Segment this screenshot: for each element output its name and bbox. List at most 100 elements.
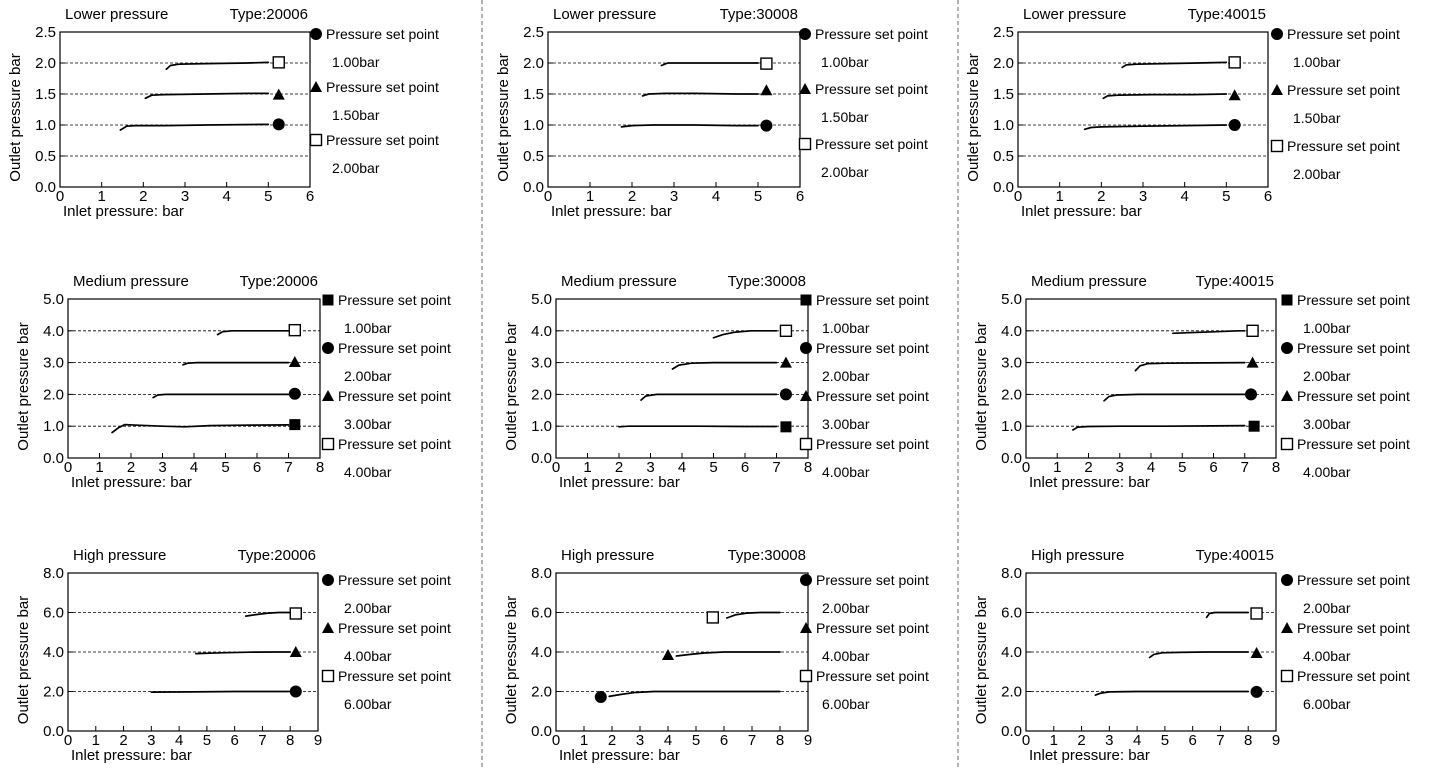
legend-setpoint: 1.50bar bbox=[821, 109, 869, 125]
y-tick-label: 6.0 bbox=[43, 605, 64, 622]
chart-title: High pressure bbox=[1031, 547, 1124, 564]
y-tick-label: 1.5 bbox=[993, 86, 1014, 103]
y-tick-label: 3.0 bbox=[531, 355, 552, 372]
legend: Pressure set point 1.00bar Pressure set po… bbox=[321, 292, 451, 480]
y-tick-label: 4.0 bbox=[43, 644, 64, 661]
series-marker bbox=[662, 648, 674, 660]
legend-setpoint: 1.00bar bbox=[344, 320, 392, 336]
y-axis-label: Outlet pressure bar bbox=[503, 596, 520, 724]
x-tick-label: 0 bbox=[552, 732, 560, 749]
series-line bbox=[152, 393, 290, 399]
legend-setpoint: 4.00bar bbox=[1303, 464, 1351, 480]
legend-label: Pressure set point bbox=[326, 132, 439, 148]
y-axis-label: Outlet pressure bar bbox=[495, 53, 512, 181]
y-tick-label: 2.5 bbox=[993, 24, 1014, 41]
x-tick-label: 5 bbox=[264, 188, 272, 205]
legend-marker bbox=[799, 83, 811, 94]
y-tick-label: 0.0 bbox=[1001, 450, 1022, 467]
legend-setpoint: 2.00bar bbox=[344, 368, 392, 384]
legend-marker bbox=[322, 294, 334, 306]
y-tick-label: 1.0 bbox=[531, 418, 552, 435]
x-tick-label: 2 bbox=[139, 188, 147, 205]
legend-marker bbox=[1280, 669, 1294, 683]
x-tick-label: 7 bbox=[1241, 459, 1249, 476]
series-marker bbox=[1248, 420, 1260, 432]
x-tick-label: 0 bbox=[1022, 459, 1030, 476]
legend: Pressure set point 1.00bar Pressure set po… bbox=[798, 26, 928, 180]
y-tick-label: 0.0 bbox=[993, 179, 1014, 196]
y-tick-label: 5.0 bbox=[1001, 291, 1022, 308]
x-axis-label: Inlet pressure: bar bbox=[551, 203, 672, 220]
y-tick-label: 2.0 bbox=[993, 55, 1014, 72]
legend-label: Pressure set point bbox=[1297, 292, 1410, 308]
x-tick-label: 9 bbox=[804, 732, 812, 749]
y-tick-label: 2.0 bbox=[1001, 684, 1022, 701]
x-tick-label: 1 bbox=[95, 459, 103, 476]
y-tick-label: 8.0 bbox=[1001, 565, 1022, 582]
legend-label: Pressure set point bbox=[326, 79, 439, 95]
y-tick-label: 3.0 bbox=[43, 355, 64, 372]
x-axis-label: Inlet pressure: bar bbox=[1021, 203, 1142, 220]
legend-marker bbox=[1280, 437, 1294, 451]
series-line bbox=[1148, 651, 1250, 659]
x-tick-label: 6 bbox=[741, 459, 749, 476]
chart-subtitle: Type:20006 bbox=[238, 547, 316, 564]
chart-title: Lower pressure bbox=[65, 6, 168, 23]
legend-label: Pressure set point bbox=[816, 388, 929, 404]
y-tick-label: 0.0 bbox=[35, 179, 56, 196]
legend-marker bbox=[1281, 622, 1293, 633]
series-line bbox=[216, 329, 290, 336]
chart-title: Lower pressure bbox=[1023, 6, 1126, 23]
legend-marker bbox=[799, 669, 813, 683]
series-marker bbox=[289, 646, 302, 657]
series-line bbox=[1094, 690, 1250, 696]
series-marker bbox=[289, 419, 301, 431]
x-tick-label: 6 bbox=[230, 732, 238, 749]
legend-marker bbox=[321, 437, 335, 451]
legend-label: Pressure set point bbox=[815, 81, 928, 97]
column-dividers bbox=[481, 0, 959, 770]
series-marker bbox=[1245, 388, 1257, 401]
y-tick-label: 5.0 bbox=[531, 291, 552, 308]
chart-panel: Lower pressure Type:40015 0.0 0.5 1.0 1.5 2.0 2… bbox=[965, 6, 1400, 220]
series-marker bbox=[272, 88, 285, 100]
x-tick-label: 5 bbox=[1178, 459, 1186, 476]
plot-frame bbox=[555, 298, 809, 459]
y-tick-label: 1.0 bbox=[523, 117, 544, 134]
x-tick-label: 0 bbox=[552, 459, 560, 476]
chart-subtitle: Type:30008 bbox=[728, 547, 806, 564]
y-tick-label: 2.0 bbox=[531, 684, 552, 701]
x-axis-label: Inlet pressure: bar bbox=[559, 747, 680, 764]
chart-panel: High pressure Type:20006 0.0 2.0 4.0 6.0 8.0 0 1… bbox=[15, 547, 451, 764]
y-axis-label: Outlet pressure bar bbox=[7, 53, 24, 181]
x-tick-label: 5 bbox=[203, 732, 211, 749]
legend: Pressure set point 2.00bar Pressure set po… bbox=[1280, 572, 1410, 712]
x-tick-label: 2 bbox=[615, 459, 623, 476]
y-tick-label: 4.0 bbox=[43, 323, 64, 340]
legend-setpoint: 4.00bar bbox=[822, 464, 870, 480]
x-tick-label: 5 bbox=[754, 188, 762, 205]
legend-marker bbox=[322, 342, 334, 354]
legend-label: Pressure set point bbox=[338, 292, 451, 308]
x-tick-label: 0 bbox=[1022, 732, 1030, 749]
legend: Pressure set point 1.00bar Pressure set po… bbox=[1270, 26, 1400, 182]
chart-subtitle: Type:30008 bbox=[728, 273, 806, 290]
x-tick-label: 3 bbox=[158, 459, 166, 476]
x-axis-label: Inlet pressure: bar bbox=[1029, 474, 1150, 491]
x-tick-label: 1 bbox=[1053, 459, 1061, 476]
chart-title: Medium pressure bbox=[561, 273, 677, 290]
legend-setpoint: 1.00bar bbox=[821, 54, 869, 70]
plot-frame bbox=[59, 31, 311, 188]
x-tick-label: 6 bbox=[1264, 188, 1272, 205]
plot-frame bbox=[547, 31, 801, 188]
x-axis-label: Inlet pressure: bar bbox=[71, 747, 192, 764]
legend-marker bbox=[322, 574, 334, 586]
y-tick-label: 2.5 bbox=[35, 24, 56, 41]
legend-label: Pressure set point bbox=[338, 340, 451, 356]
chart-panel: Medium pressure Type:30008 0.0 1.0 2.0 3.0 4.0… bbox=[503, 273, 929, 491]
x-tick-label: 7 bbox=[1216, 732, 1224, 749]
legend-setpoint: 1.50bar bbox=[1293, 110, 1341, 126]
x-tick-label: 9 bbox=[1272, 732, 1280, 749]
y-tick-label: 2.0 bbox=[1001, 386, 1022, 403]
plot-frame bbox=[67, 298, 321, 459]
